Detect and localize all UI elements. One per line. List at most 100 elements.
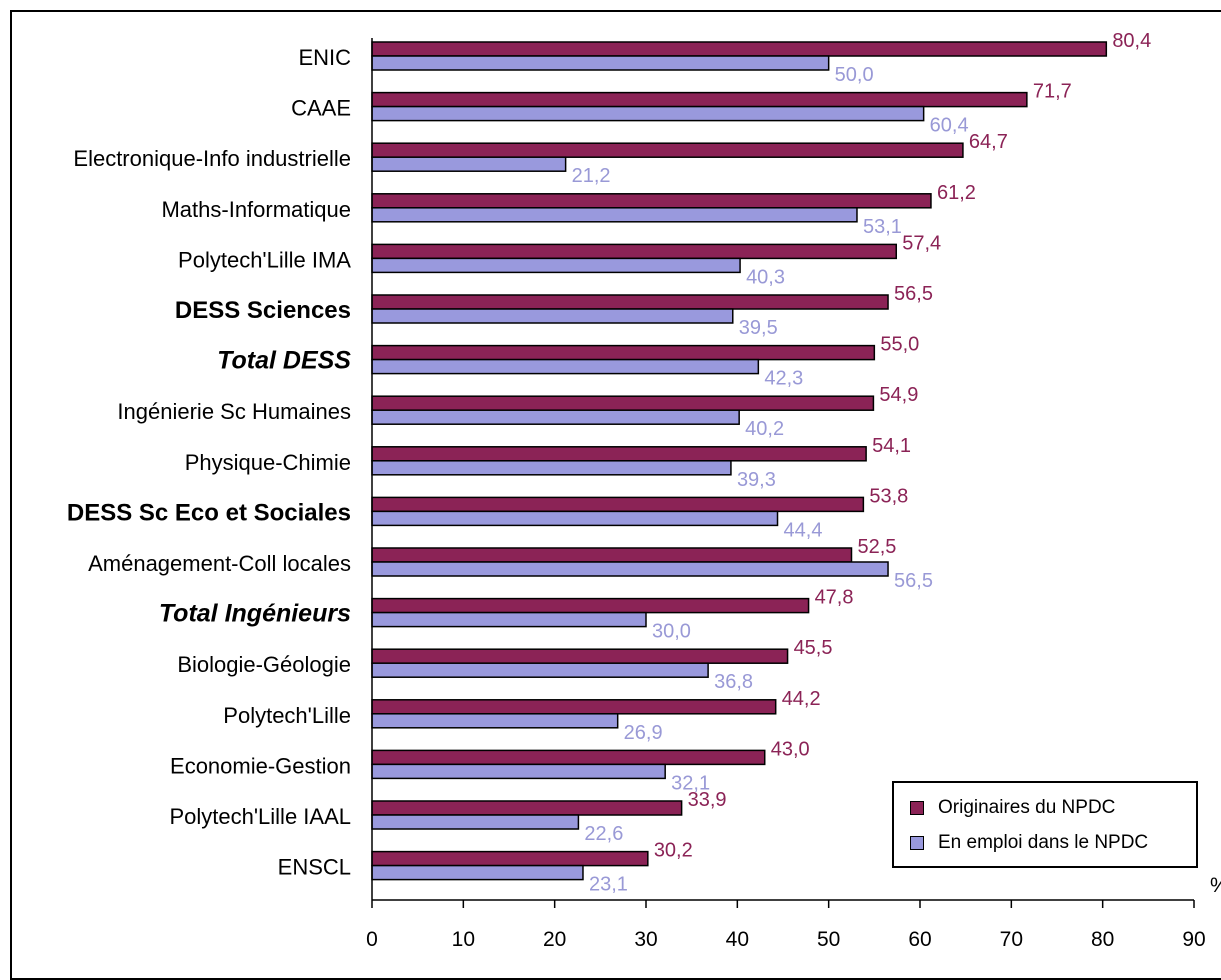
category-label: Biologie-Géologie bbox=[177, 652, 351, 677]
bar-en-emploi bbox=[371, 105, 925, 122]
category-label: ENIC bbox=[298, 45, 351, 70]
data-label-en-emploi: 23,1 bbox=[589, 874, 628, 896]
category-label: CAAE bbox=[291, 96, 351, 121]
bar-en-emploi bbox=[371, 611, 647, 628]
bar-en-emploi bbox=[371, 207, 858, 223]
category-label: DESS Sc Eco et Sociales bbox=[67, 499, 351, 526]
bar-en-emploi bbox=[371, 561, 889, 577]
bar-originaires bbox=[371, 597, 810, 614]
bar-en-emploi bbox=[371, 763, 666, 780]
bar-originaires bbox=[371, 41, 1108, 57]
x-tick-label: 60 bbox=[908, 928, 931, 951]
legend-item-en-emploi: En emploi dans le NPDC bbox=[910, 832, 1148, 854]
category-label: Polytech'Lille IMA bbox=[178, 247, 351, 272]
bar-en-emploi bbox=[371, 308, 734, 324]
data-label-en-emploi: 32,1 bbox=[671, 772, 710, 794]
bar-originaires bbox=[371, 749, 766, 766]
x-tick-label: 90 bbox=[1182, 928, 1205, 951]
bar-originaires bbox=[371, 91, 1028, 108]
x-tick-label: 50 bbox=[817, 928, 840, 951]
legend-label-en-emploi: En emploi dans le NPDC bbox=[938, 832, 1149, 853]
category-label: Maths-Informatique bbox=[161, 197, 351, 222]
bar-originaires bbox=[371, 800, 683, 816]
data-label-originaires: 54,9 bbox=[879, 384, 918, 406]
category-label: Polytech'Lille IAAL bbox=[169, 804, 351, 829]
data-label-originaires: 33,9 bbox=[688, 789, 727, 811]
x-tick-label: 30 bbox=[634, 928, 657, 951]
x-unit-label: % bbox=[1210, 874, 1221, 897]
legend-label-originaires: Originaires du NPDC bbox=[938, 797, 1116, 818]
x-tick-label: 10 bbox=[452, 928, 475, 951]
data-label-originaires: 53,8 bbox=[869, 485, 908, 507]
data-label-originaires: 47,8 bbox=[815, 587, 854, 609]
bar-en-emploi bbox=[371, 814, 580, 830]
bar-en-emploi bbox=[371, 257, 741, 274]
bar-originaires bbox=[371, 850, 649, 867]
x-tick-label: 40 bbox=[726, 928, 749, 951]
bar-en-emploi bbox=[371, 55, 830, 71]
category-label: Economie-Gestion bbox=[170, 753, 351, 778]
data-label-originaires: 71,7 bbox=[1033, 81, 1072, 103]
category-label: Electronique-Info industrielle bbox=[73, 146, 351, 171]
bar-en-emploi bbox=[371, 156, 567, 172]
category-label: DESS Sciences bbox=[175, 297, 351, 324]
category-label: Aménagement-Coll locales bbox=[88, 551, 351, 576]
category-label: Physique-Chimie bbox=[185, 450, 351, 475]
data-label-en-emploi: 26,9 bbox=[624, 722, 663, 744]
bar-originaires bbox=[371, 648, 789, 664]
data-label-en-emploi: 53,1 bbox=[863, 216, 902, 238]
legend-swatch-en-emploi bbox=[910, 836, 924, 850]
bar-en-emploi bbox=[371, 713, 619, 729]
data-label-en-emploi: 42,3 bbox=[764, 368, 803, 390]
x-tick-label: 80 bbox=[1091, 928, 1114, 951]
bar-en-emploi bbox=[371, 409, 740, 425]
data-label-originaires: 54,1 bbox=[872, 435, 911, 457]
bar-originaires bbox=[371, 699, 777, 715]
data-label-originaires: 44,2 bbox=[782, 688, 821, 710]
data-label-originaires: 56,5 bbox=[894, 283, 933, 305]
category-label: Total DESS bbox=[217, 347, 351, 375]
legend-swatch-originaires bbox=[910, 801, 924, 815]
data-label-originaires: 43,0 bbox=[771, 738, 810, 760]
bar-originaires bbox=[371, 294, 889, 310]
data-label-originaires: 61,2 bbox=[937, 182, 976, 204]
data-label-originaires: 55,0 bbox=[880, 334, 919, 356]
data-label-en-emploi: 50,0 bbox=[835, 64, 874, 86]
x-tick-label: 20 bbox=[543, 928, 566, 951]
bar-en-emploi bbox=[371, 864, 584, 881]
bar-en-emploi bbox=[371, 460, 732, 476]
category-label: ENSCL bbox=[278, 855, 351, 880]
category-label: Polytech'Lille bbox=[223, 703, 351, 728]
x-tick-label: 70 bbox=[1000, 928, 1023, 951]
bar-en-emploi bbox=[371, 662, 709, 678]
data-label-originaires: 80,4 bbox=[1112, 30, 1151, 52]
bar-originaires bbox=[371, 142, 964, 158]
category-label: Ingénierie Sc Humaines bbox=[117, 399, 351, 424]
bar-originaires bbox=[371, 496, 865, 513]
bar-originaires bbox=[371, 243, 898, 260]
category-label: Total Ingénieurs bbox=[159, 600, 351, 628]
bar-originaires bbox=[371, 193, 932, 209]
bar-originaires bbox=[371, 344, 876, 361]
legend: Originaires du NPDC En emploi dans le NP… bbox=[892, 781, 1198, 868]
data-label-originaires: 45,5 bbox=[794, 637, 833, 659]
data-label-en-emploi: 60,4 bbox=[930, 115, 969, 137]
bar-originaires bbox=[371, 547, 853, 563]
data-label-en-emploi: 56,5 bbox=[894, 570, 933, 592]
bar-originaires bbox=[371, 395, 875, 411]
data-label-en-emploi: 22,6 bbox=[584, 823, 623, 845]
bar-en-emploi bbox=[371, 358, 760, 375]
data-label-en-emploi: 40,3 bbox=[746, 266, 785, 288]
data-label-originaires: 64,7 bbox=[969, 131, 1008, 153]
legend-item-originaires: Originaires du NPDC bbox=[910, 797, 1115, 819]
data-label-originaires: 30,2 bbox=[654, 840, 693, 862]
data-label-en-emploi: 36,8 bbox=[714, 671, 753, 693]
data-label-en-emploi: 39,5 bbox=[739, 317, 778, 339]
data-label-en-emploi: 44,4 bbox=[784, 519, 823, 541]
data-label-en-emploi: 21,2 bbox=[572, 165, 611, 187]
data-label-en-emploi: 39,3 bbox=[737, 469, 776, 491]
bar-en-emploi bbox=[371, 510, 779, 527]
data-label-en-emploi: 30,0 bbox=[652, 621, 691, 643]
bar-originaires bbox=[371, 446, 867, 462]
